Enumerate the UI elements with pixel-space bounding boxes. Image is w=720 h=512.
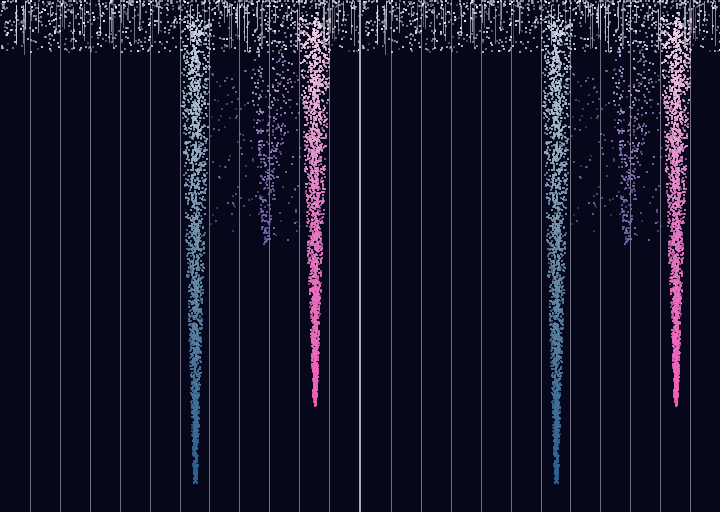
pink-drip xyxy=(299,15,331,407)
steel-blue-drip xyxy=(179,15,212,484)
pink-drip xyxy=(660,15,692,407)
scatter-specks xyxy=(571,61,662,241)
right-panel-art xyxy=(361,0,720,512)
right-panel xyxy=(361,0,720,512)
lavender-drift xyxy=(251,15,300,245)
noise-band xyxy=(361,0,720,55)
left-panel-art xyxy=(0,0,359,512)
scatter-specks xyxy=(210,61,301,241)
lavender-drift xyxy=(612,15,661,245)
steel-blue-drip xyxy=(540,15,573,484)
panel-divider xyxy=(359,0,361,512)
noise-band xyxy=(0,0,359,55)
left-panel xyxy=(0,0,359,512)
